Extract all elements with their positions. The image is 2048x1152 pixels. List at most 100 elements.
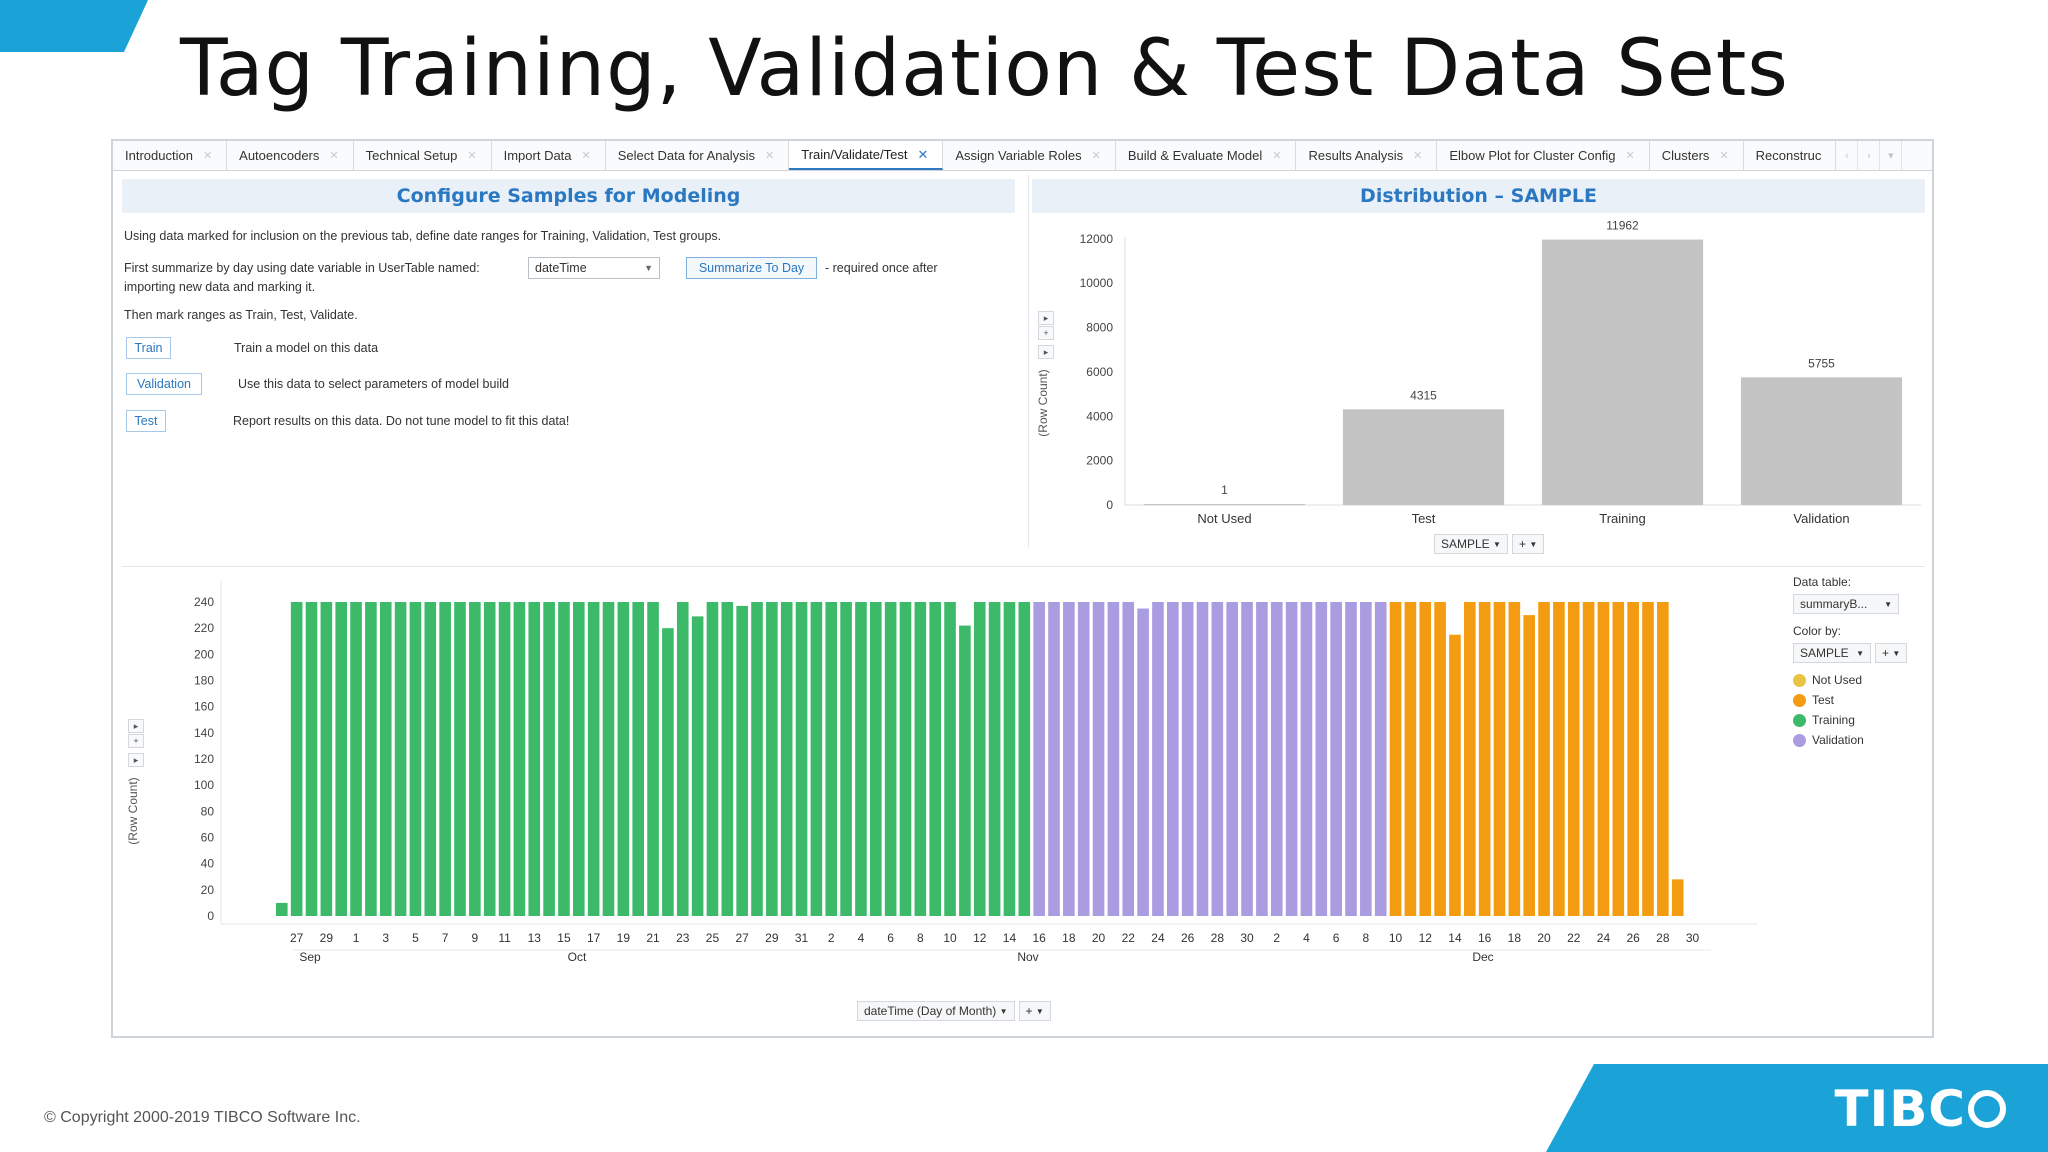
tab-reconstruc[interactable]: Reconstruc [1744, 141, 1837, 170]
bar-training [290, 602, 303, 916]
close-icon[interactable]: ✕ [765, 150, 775, 162]
bar-test [1478, 602, 1491, 916]
bar-training [454, 602, 466, 916]
tab-label: Build & Evaluate Model [1127, 148, 1263, 163]
summarize-to-day-button[interactable]: Summarize To Day [686, 257, 817, 279]
dist-category-dropdown[interactable]: SAMPLE ▼ [1434, 534, 1508, 554]
bar-training [840, 602, 852, 916]
chevron-left-icon[interactable]: ‹ [1836, 141, 1859, 170]
bar-training [483, 602, 496, 916]
axis-menu-icon[interactable]: ▸ [128, 753, 144, 767]
x-tick-label: 3 [382, 931, 389, 945]
tab-technical-setup[interactable]: Technical Setup ✕ [354, 141, 492, 170]
close-icon[interactable]: ✕ [467, 150, 477, 162]
color-by-dropdown[interactable]: SAMPLE ▼ [1793, 643, 1871, 663]
x-tick-label: 23 [676, 931, 690, 945]
x-axis-dropdown[interactable]: dateTime (Day of Month) ▼ [857, 1001, 1015, 1021]
legend-item-validation[interactable]: Validation [1793, 733, 1907, 747]
bar-training [973, 602, 986, 916]
plus-icon: + [1882, 646, 1890, 660]
x-tick-label: 26 [1181, 931, 1195, 945]
bar-training [647, 602, 659, 916]
bar-test [1627, 602, 1639, 916]
corner-accent-shape [0, 0, 148, 52]
y-tick-label: 40 [201, 857, 215, 871]
slide-title: Tag Training, Validation & Test Data Set… [180, 24, 1789, 114]
close-icon[interactable]: ✕ [581, 150, 591, 162]
chevron-down-icon[interactable]: ▾ [1880, 141, 1903, 170]
app-window: Introduction ✕ Autoencoders ✕ Technical Setu… [111, 139, 1934, 1038]
x-tick-label: 19 [617, 931, 631, 945]
bar-test [1508, 602, 1521, 916]
tab-label: Results Analysis [1308, 148, 1404, 163]
legend-item-test[interactable]: Test [1793, 693, 1907, 707]
close-icon[interactable]: ✕ [1719, 150, 1729, 162]
x-tick-label: Validation [1793, 511, 1849, 526]
x-tick-label: 22 [1567, 931, 1581, 945]
tab-bar: Introduction ✕ Autoencoders ✕ Technical Setu… [113, 141, 1932, 171]
tab-assign-variable-roles[interactable]: Assign Variable Roles ✕ [943, 141, 1116, 170]
bar-training [498, 602, 511, 916]
test-button[interactable]: Test [126, 410, 166, 432]
y-tick-label: 100 [194, 778, 214, 792]
bar-training [528, 602, 541, 916]
close-icon[interactable]: ✕ [329, 150, 339, 162]
close-icon[interactable]: ✕ [1625, 150, 1635, 162]
tab-introduction[interactable]: Introduction ✕ [113, 141, 228, 170]
bar-test [1567, 602, 1580, 916]
axis-add-icon[interactable]: + [1038, 326, 1054, 340]
tab-autoencoders[interactable]: Autoencoders ✕ [227, 141, 354, 170]
axis-add-icon[interactable]: + [128, 734, 144, 748]
bar-validation [1740, 377, 1903, 505]
axis-expand-icon[interactable]: ▸ [128, 719, 144, 733]
dist-category-selector[interactable]: SAMPLE ▼ + ▼ [1434, 534, 1545, 554]
legend-item-training[interactable]: Training [1793, 713, 1907, 727]
train-description: Train a model on this data [234, 341, 379, 355]
tab-select-data-for-analysis[interactable]: Select Data for Analysis ✕ [606, 141, 790, 170]
close-icon[interactable]: ✕ [202, 150, 213, 162]
bar-training [959, 625, 971, 916]
x-tick-label: 15 [557, 931, 571, 945]
bar-test [1657, 602, 1669, 916]
axis-expand-icon[interactable]: ▸ [1038, 311, 1054, 325]
tab-import-data[interactable]: Import Data ✕ [492, 141, 606, 170]
chevron-right-icon[interactable]: › [1858, 141, 1881, 170]
bar-validation [1033, 602, 1045, 916]
summarize-note-continued: importing new data and marking it. [124, 280, 316, 294]
tab-results-analysis[interactable]: Results Analysis ✕ [1296, 141, 1438, 170]
bar-test [1342, 409, 1505, 505]
bar-training [884, 602, 897, 916]
data-table-dropdown[interactable]: summaryB... ▼ [1793, 594, 1899, 614]
tab-build-evaluate-model[interactable]: Build & Evaluate Model ✕ [1116, 141, 1297, 170]
close-icon[interactable]: ✕ [917, 146, 929, 162]
logo-text: TIBC [1834, 1080, 1966, 1138]
x-tick-label: 13 [528, 931, 542, 945]
close-icon[interactable]: ✕ [1272, 150, 1282, 162]
x-tick-label: 28 [1211, 931, 1225, 945]
x-tick-label: 9 [472, 931, 479, 945]
x-tick-label: 7 [442, 931, 449, 945]
bar-training [602, 602, 615, 916]
axis-menu-icon[interactable]: ▸ [1038, 345, 1054, 359]
tab-elbow-plot-for-cluster-config[interactable]: Elbow Plot for Cluster Config ✕ [1437, 141, 1650, 170]
date-variable-dropdown[interactable]: dateTime ▼ [528, 257, 660, 279]
summarize-note: - required once after [825, 261, 938, 275]
bar-validation [1092, 602, 1105, 916]
tab-train-validate-test[interactable]: Train/Validate/Test ✕ [789, 141, 944, 170]
close-icon[interactable]: ✕ [1091, 150, 1101, 162]
legend-item-not-used[interactable]: Not Used [1793, 673, 1907, 687]
close-icon[interactable]: ✕ [1413, 150, 1423, 162]
dist-add-axis-button[interactable]: + ▼ [1511, 534, 1545, 554]
y-tick-label: 220 [194, 621, 214, 635]
data-table-value: summaryB... [1800, 597, 1868, 611]
x-add-axis-button[interactable]: + ▼ [1018, 1001, 1051, 1021]
validation-button[interactable]: Validation [126, 373, 202, 395]
bar-training [1003, 602, 1016, 916]
tab-label: Assign Variable Roles [955, 148, 1082, 163]
color-by-add-button[interactable]: + ▼ [1875, 643, 1908, 663]
tab-clusters[interactable]: Clusters ✕ [1650, 141, 1744, 170]
chevron-down-icon: ▼ [1493, 539, 1501, 549]
train-button[interactable]: Train [126, 337, 171, 359]
legend-swatch-icon [1793, 693, 1806, 707]
x-axis-selector[interactable]: dateTime (Day of Month) ▼ + ▼ [857, 1001, 1051, 1021]
